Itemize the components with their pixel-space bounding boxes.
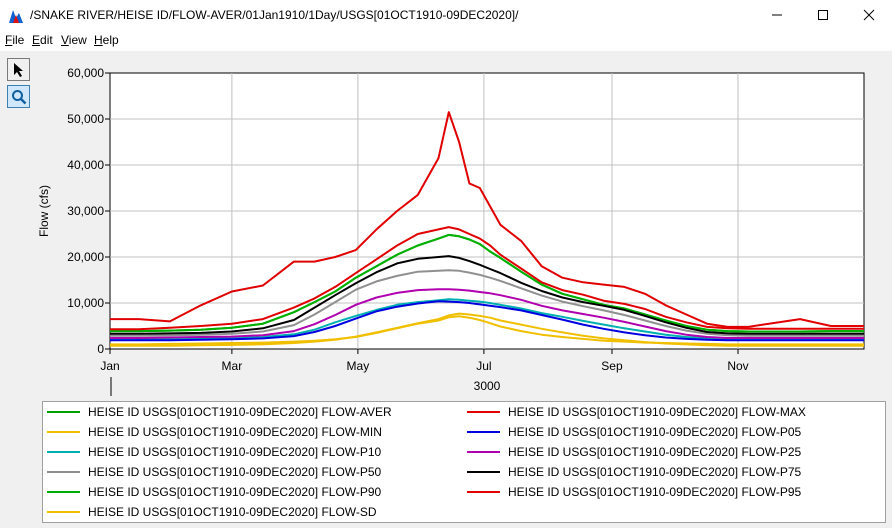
- legend-swatch: [467, 471, 500, 473]
- y-tick-label: 40,000: [67, 158, 104, 172]
- series-line-flow-min: [110, 315, 864, 346]
- legend-swatch: [467, 451, 500, 453]
- zoom-tool-button[interactable]: [7, 85, 30, 108]
- menu-view-mnemonic: V: [61, 33, 69, 47]
- close-icon: [863, 9, 875, 21]
- series-line-flow-p25: [110, 288, 864, 339]
- legend-item-flow-p75: HEISE ID USGS[01OCT1910-09DEC2020] FLOW-…: [467, 464, 801, 480]
- legend-label: HEISE ID USGS[01OCT1910-09DEC2020] FLOW-…: [508, 405, 806, 419]
- legend-item-flow-sd: HEISE ID USGS[01OCT1910-09DEC2020] FLOW-…: [47, 504, 377, 520]
- legend-label: HEISE ID USGS[01OCT1910-09DEC2020] FLOW-…: [508, 425, 802, 439]
- x-tick-label: May: [347, 359, 370, 373]
- legend-swatch: [47, 511, 80, 513]
- legend-swatch: [467, 491, 500, 493]
- maximize-icon: [818, 10, 828, 20]
- menu-file-mnemonic: F: [5, 33, 13, 47]
- legend-label: HEISE ID USGS[01OCT1910-09DEC2020] FLOW-…: [88, 485, 382, 499]
- series-line-flow-p10: [110, 298, 864, 340]
- series-line-flow-p75: [110, 255, 864, 335]
- series-line-flow-p90: [110, 233, 864, 333]
- x-axis-year-label: 3000: [474, 379, 501, 393]
- menu-help-label: elp: [102, 33, 119, 47]
- menu-help-mnemonic: H: [94, 33, 103, 47]
- minimize-button[interactable]: [754, 0, 800, 30]
- x-tick-label: Mar: [222, 359, 243, 373]
- legend-swatch: [47, 431, 80, 433]
- legend-label: HEISE ID USGS[01OCT1910-09DEC2020] FLOW-…: [88, 445, 382, 459]
- legend-item-flow-p50: HEISE ID USGS[01OCT1910-09DEC2020] FLOW-…: [47, 464, 381, 480]
- legend-label: HEISE ID USGS[01OCT1910-09DEC2020] FLOW-…: [508, 485, 802, 499]
- legend-swatch: [47, 471, 80, 473]
- legend-swatch: [467, 411, 500, 413]
- legend-item-flow-p10: HEISE ID USGS[01OCT1910-09DEC2020] FLOW-…: [47, 444, 381, 460]
- y-tick-label: 10,000: [67, 296, 104, 310]
- close-button[interactable]: [846, 0, 892, 30]
- legend-label: HEISE ID USGS[01OCT1910-09DEC2020] FLOW-…: [88, 425, 382, 439]
- chart-app-icon: [9, 10, 23, 23]
- legend-label: HEISE ID USGS[01OCT1910-09DEC2020] FLOW-…: [88, 465, 382, 479]
- legend-swatch: [467, 431, 500, 433]
- legend-item-flow-p05: HEISE ID USGS[01OCT1910-09DEC2020] FLOW-…: [467, 424, 801, 440]
- series-line-flow-max: [110, 111, 864, 328]
- legend-label: HEISE ID USGS[01OCT1910-09DEC2020] FLOW-…: [88, 405, 392, 419]
- legend-item-flow-p90: HEISE ID USGS[01OCT1910-09DEC2020] FLOW-…: [47, 484, 381, 500]
- menu-edit-mnemonic: E: [32, 33, 41, 47]
- menu-file-label: ile: [12, 33, 25, 47]
- x-tick-label: Sep: [601, 359, 623, 373]
- legend-swatch: [47, 491, 80, 493]
- x-tick-label: Jan: [100, 359, 119, 373]
- series-line-flow-p50: [110, 269, 864, 337]
- menu-view-label: iew: [68, 33, 87, 47]
- legend-item-flow-p25: HEISE ID USGS[01OCT1910-09DEC2020] FLOW-…: [467, 444, 801, 460]
- legend-item-flow-p95: HEISE ID USGS[01OCT1910-09DEC2020] FLOW-…: [467, 484, 801, 500]
- legend-item-flow-aver: HEISE ID USGS[01OCT1910-09DEC2020] FLOW-…: [47, 404, 392, 420]
- menu-edit-label: dit: [40, 33, 53, 47]
- legend-label: HEISE ID USGS[01OCT1910-09DEC2020] FLOW-…: [88, 505, 377, 519]
- x-tick-label: Jul: [476, 359, 491, 373]
- minimize-icon: [772, 14, 782, 16]
- series-line-flow-p95: [110, 226, 864, 331]
- flow-chart: 0 10,000 20,000 30,000 40,000 50,000 60,000 Jan…: [37, 66, 865, 396]
- pointer-arrow-icon: [13, 62, 23, 77]
- menu-file[interactable]: File: [5, 33, 24, 47]
- legend-item-flow-max: HEISE ID USGS[01OCT1910-09DEC2020] FLOW-…: [467, 404, 806, 420]
- legend-label: HEISE ID USGS[01OCT1910-09DEC2020] FLOW-…: [508, 465, 802, 479]
- menu-edit[interactable]: Edit: [32, 33, 53, 47]
- left-toolbar: [0, 51, 38, 528]
- maximize-button[interactable]: [800, 0, 846, 30]
- menu-help[interactable]: Help: [94, 33, 119, 47]
- x-tick-label: Nov: [727, 359, 748, 373]
- window-title: /SNAKE RIVER/HEISE ID/FLOW-AVER/01Jan191…: [30, 8, 519, 22]
- menu-view[interactable]: View: [61, 33, 87, 47]
- title-bar: /SNAKE RIVER/HEISE ID/FLOW-AVER/01Jan191…: [0, 0, 892, 30]
- legend-swatch: [47, 411, 80, 413]
- legend-label: HEISE ID USGS[01OCT1910-09DEC2020] FLOW-…: [508, 445, 802, 459]
- y-tick-label: 50,000: [67, 112, 104, 126]
- series-line-flow-p05: [110, 300, 864, 342]
- legend-item-flow-min: HEISE ID USGS[01OCT1910-09DEC2020] FLOW-…: [47, 424, 382, 440]
- magnifier-icon: [11, 89, 26, 104]
- y-tick-label: 30,000: [67, 204, 104, 218]
- y-axis-title: Flow (cfs): [37, 185, 51, 237]
- series-line-flow-sd: [110, 312, 864, 347]
- menu-bar: File Edit View Help: [0, 30, 892, 51]
- chart-legend: HEISE ID USGS[01OCT1910-09DEC2020] FLOW-…: [42, 401, 886, 523]
- y-tick-label: 20,000: [67, 250, 104, 264]
- pointer-tool-button[interactable]: [7, 58, 30, 81]
- y-tick-label: 60,000: [67, 66, 104, 80]
- y-tick-label: 0: [97, 342, 104, 356]
- legend-swatch: [47, 451, 80, 453]
